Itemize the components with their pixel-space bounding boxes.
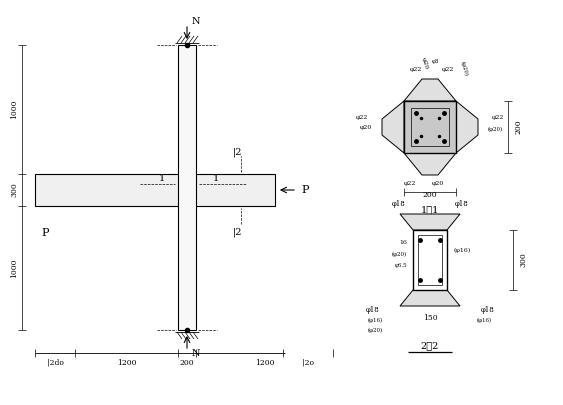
Text: φ22: φ22	[404, 181, 416, 185]
Text: φ22: φ22	[442, 66, 454, 72]
Bar	[411, 108, 449, 146]
Text: P: P	[301, 185, 309, 195]
Text: |2do: |2do	[47, 359, 64, 367]
Polygon shape	[382, 101, 404, 153]
Text: 200: 200	[180, 359, 194, 367]
Text: φ22: φ22	[356, 115, 368, 119]
Bar	[413, 230, 447, 290]
Text: 300: 300	[519, 253, 527, 267]
Text: 300: 300	[10, 183, 18, 197]
Text: 1200: 1200	[117, 359, 136, 367]
Polygon shape	[456, 101, 478, 153]
Text: φ8: φ8	[431, 58, 439, 64]
Text: 1: 1	[159, 174, 165, 183]
Text: 1－1: 1－1	[421, 205, 439, 215]
Text: (φ16): (φ16)	[477, 318, 492, 323]
Text: (φ20): (φ20)	[392, 252, 407, 257]
Text: (φ20): (φ20)	[368, 327, 383, 333]
Polygon shape	[404, 79, 456, 101]
Text: 16: 16	[399, 239, 407, 245]
Text: φ22: φ22	[410, 66, 422, 72]
Text: φ20: φ20	[421, 56, 429, 70]
Text: |2: |2	[233, 147, 242, 157]
Text: φ18: φ18	[481, 306, 495, 314]
Polygon shape	[400, 214, 460, 230]
Text: φ20: φ20	[432, 181, 444, 185]
Text: N: N	[192, 17, 200, 26]
Bar	[418, 235, 442, 285]
Bar	[404, 101, 456, 153]
Text: φ20: φ20	[360, 124, 372, 130]
Text: |2o: |2o	[302, 359, 314, 367]
Text: (φ20): (φ20)	[460, 61, 469, 77]
Text: 1000: 1000	[10, 100, 18, 119]
Bar	[178, 45, 196, 330]
Text: 200: 200	[423, 191, 437, 199]
Text: 2－2: 2－2	[421, 341, 439, 350]
Text: (φ20): (φ20)	[488, 126, 503, 132]
Text: 1000: 1000	[10, 258, 18, 278]
Text: 1: 1	[213, 174, 219, 183]
Text: |2: |2	[233, 227, 242, 237]
Text: φ18: φ18	[391, 200, 405, 208]
Text: 150: 150	[423, 314, 437, 322]
Text: P: P	[41, 228, 49, 238]
Polygon shape	[404, 153, 456, 175]
Text: 1200: 1200	[254, 359, 274, 367]
Text: φ6.5: φ6.5	[394, 264, 407, 269]
Text: φ22: φ22	[492, 115, 504, 119]
Text: 200: 200	[514, 120, 522, 134]
Text: (φ16): (φ16)	[368, 318, 383, 323]
Text: φ18: φ18	[365, 306, 379, 314]
Polygon shape	[400, 290, 460, 306]
Text: φ18: φ18	[455, 200, 469, 208]
Text: (φ16): (φ16)	[453, 247, 470, 253]
Bar	[35, 174, 275, 206]
Text: N: N	[192, 350, 200, 358]
